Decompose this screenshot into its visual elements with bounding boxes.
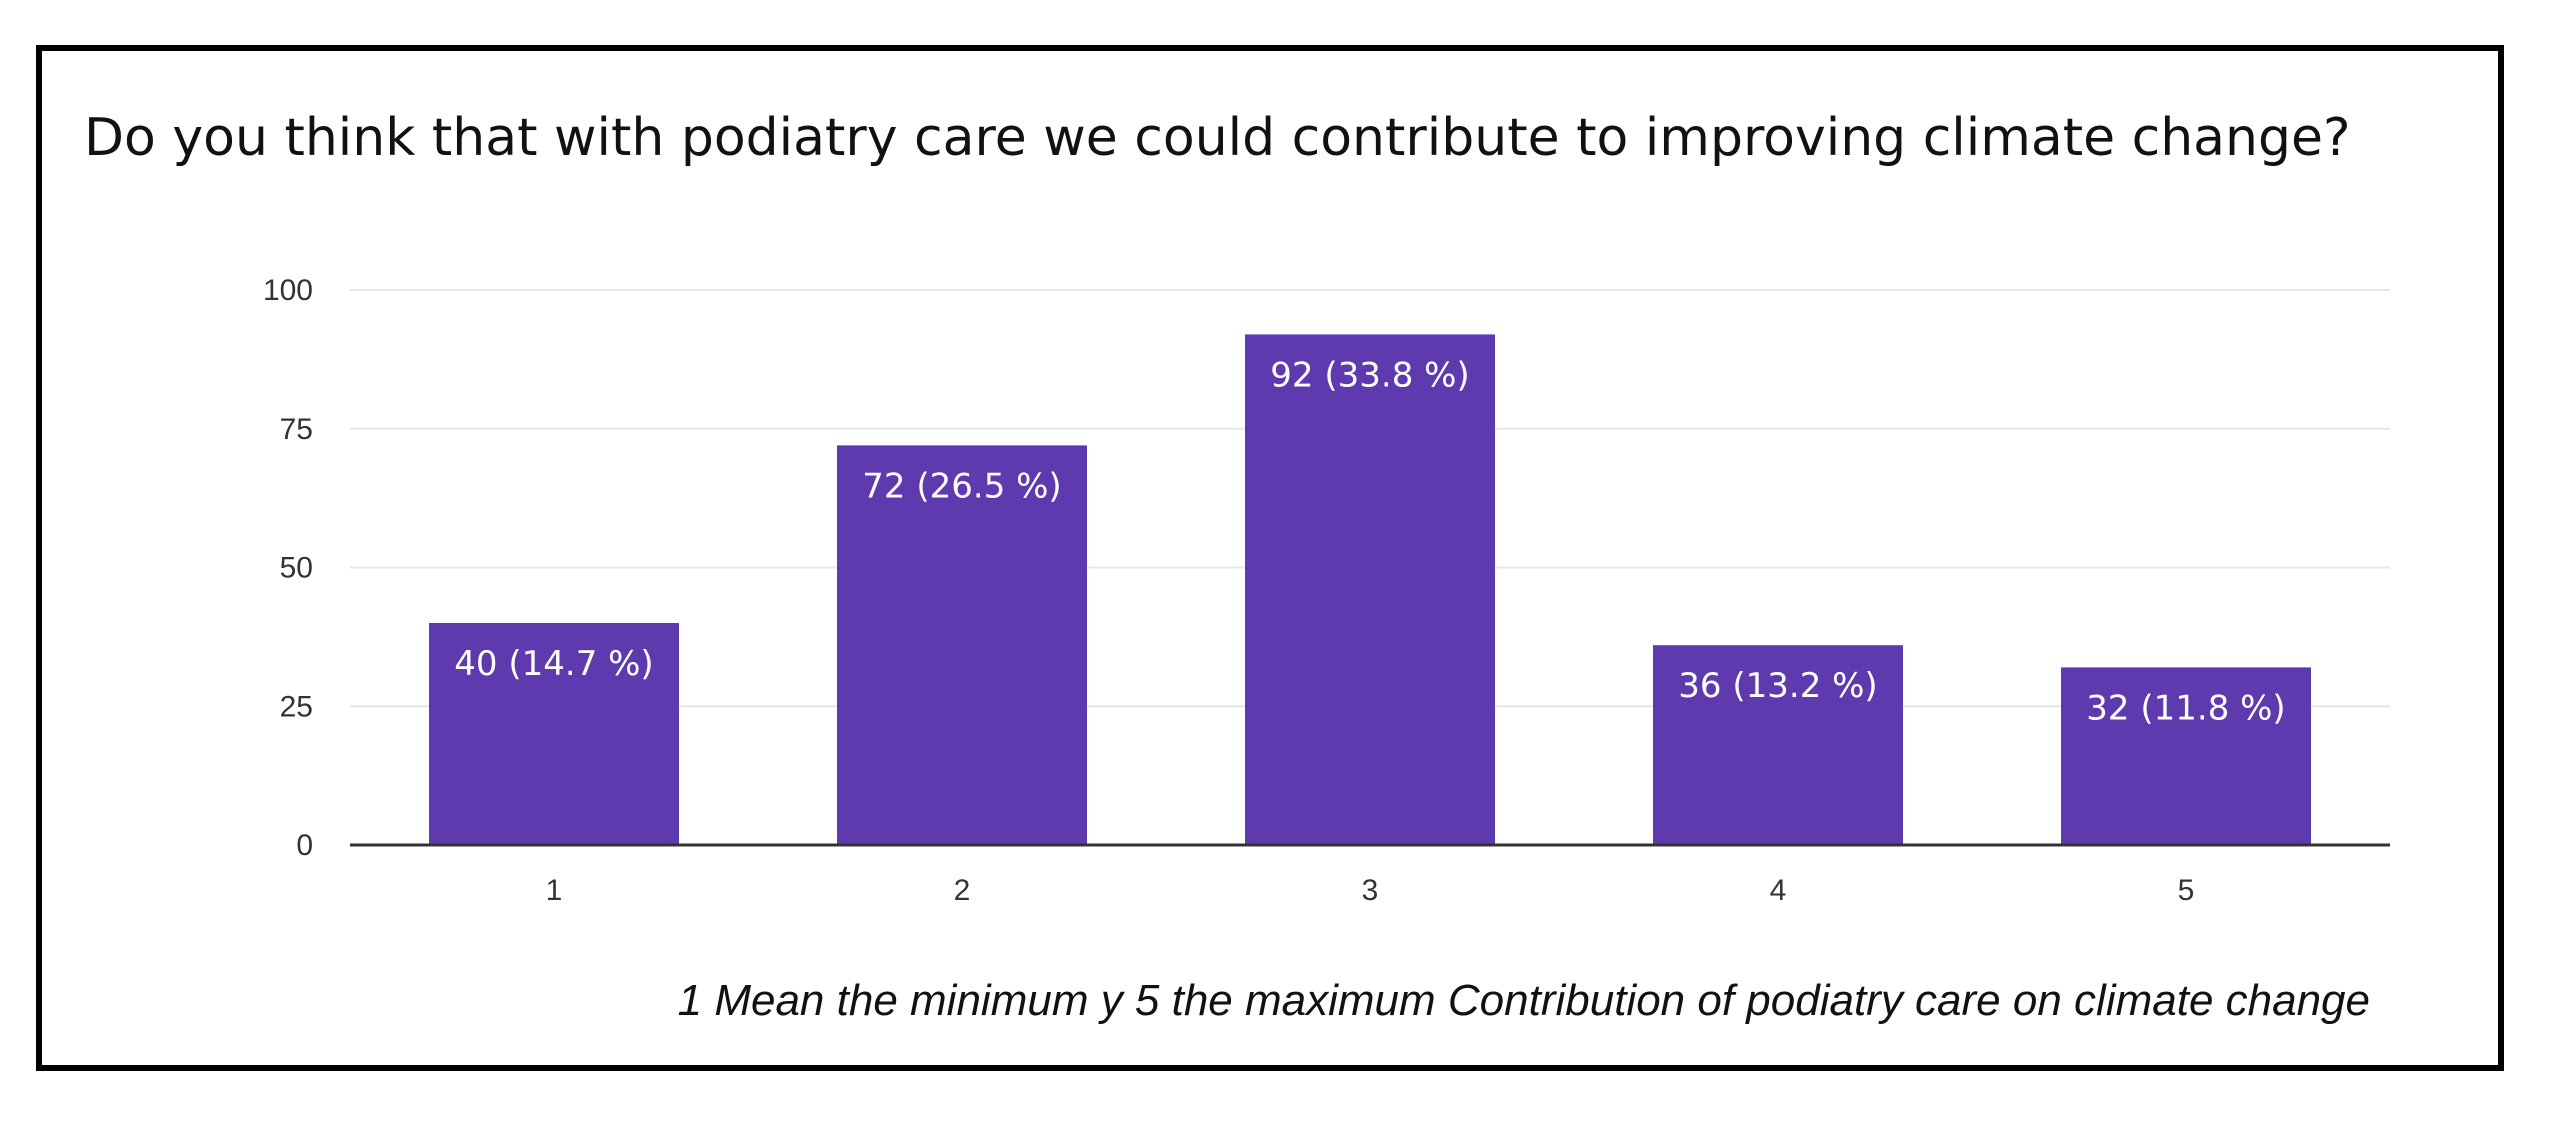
bar-data-label: 36 (13.2 %) (1678, 666, 1877, 706)
y-tick-label: 75 (280, 413, 313, 446)
y-tick-label: 100 (263, 274, 313, 307)
y-axis-ticks: 0 25 50 75 100 (263, 274, 313, 862)
bar-4 (1653, 645, 1903, 845)
x-tick-label: 3 (1362, 874, 1379, 907)
x-tick-label: 5 (2178, 874, 2195, 907)
x-tick-label: 2 (954, 874, 971, 907)
bar-data-label: 40 (14.7 %) (454, 644, 653, 684)
bar-data-label: 72 (26.5 %) (862, 466, 1061, 506)
bar-data-label: 32 (11.8 %) (2086, 688, 2285, 728)
bar-data-label: 92 (33.8 %) (1270, 355, 1469, 395)
y-tick-label: 50 (280, 552, 313, 585)
bar-5 (2061, 667, 2311, 845)
y-tick-label: 0 (296, 829, 313, 862)
y-tick-label: 25 (280, 690, 313, 723)
x-axis-label: 1 Mean the minimum y 5 the maximum Contr… (678, 976, 2370, 1025)
bar-2 (837, 445, 1087, 845)
x-tick-label: 4 (1770, 874, 1787, 907)
bars: 40 (14.7 %) 72 (26.5 %) 92 (33.8 %) 36 (13.… (429, 334, 2311, 845)
chart-title: Do you think that with podiatry care we … (84, 108, 2351, 168)
x-axis-ticks: 1 2 3 4 5 (546, 874, 2195, 907)
bar-1 (429, 623, 679, 845)
x-tick-label: 1 (546, 874, 563, 907)
bar-3 (1245, 334, 1495, 845)
